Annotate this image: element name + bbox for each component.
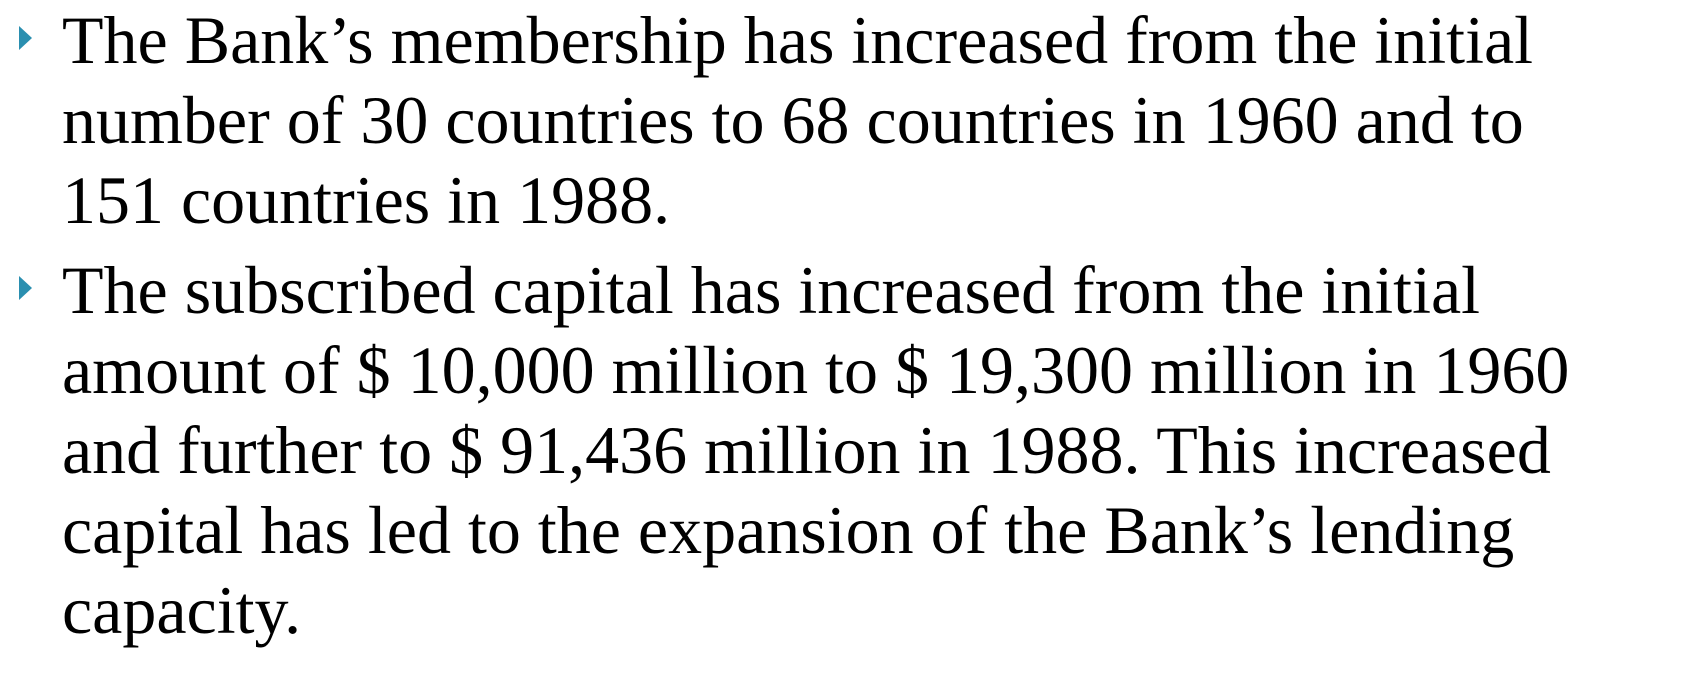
bullet-item: The Bank’s membership has increased from… <box>0 0 1682 240</box>
bullet-item: The subscribed capital has increased fro… <box>0 250 1682 650</box>
bullet-marker <box>19 276 32 300</box>
text-line: amount of $ 10,000 million to $ 19,300 m… <box>62 332 1570 408</box>
text-line: The Bank’s membership has increased from… <box>62 2 1534 78</box>
text-line: The subscribed capital has increased fro… <box>62 252 1481 328</box>
text-line: number of 30 countries to 68 countries i… <box>62 82 1524 158</box>
bullet-marker <box>19 26 32 50</box>
text-line: and further to $ 91,436 million in 1988.… <box>62 412 1551 488</box>
text-line: 151 countries in 1988. <box>62 162 671 238</box>
text-line: capital has led to the expansion of the … <box>62 492 1515 568</box>
text-line: capacity. <box>62 572 302 648</box>
